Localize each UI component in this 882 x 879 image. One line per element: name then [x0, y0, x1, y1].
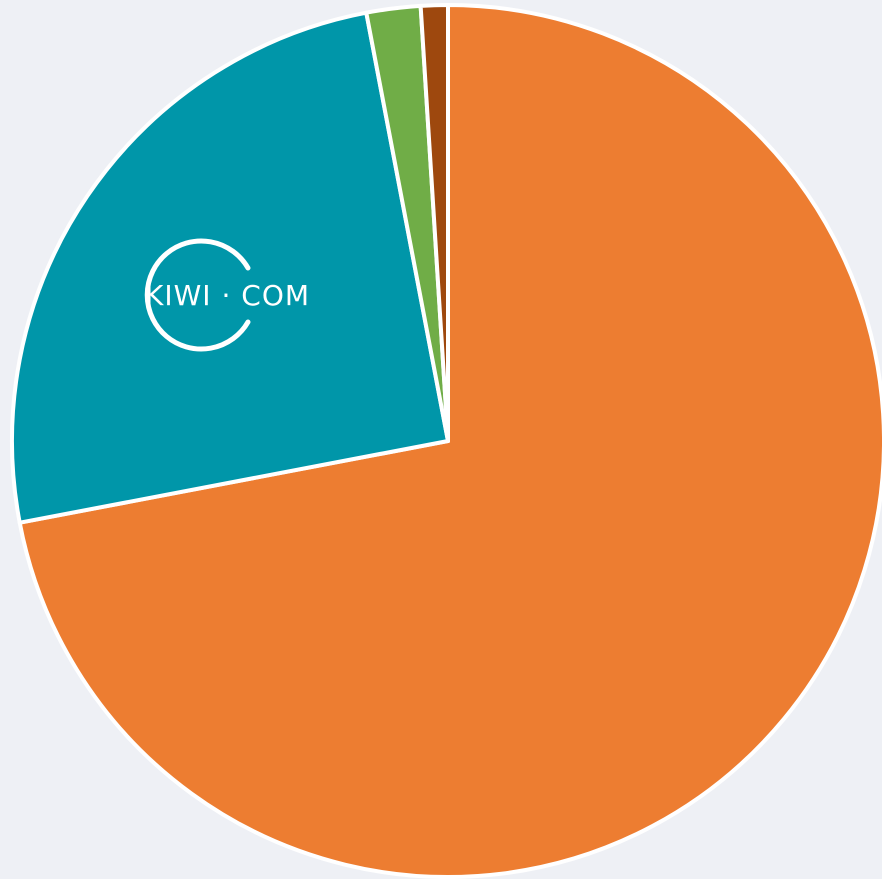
- pie: [10, 3, 882, 879]
- pie-slice: [10, 10, 450, 525]
- logo-ring: [144, 238, 251, 352]
- pie-slice: [418, 3, 450, 443]
- logo-text: KIWI · COM: [145, 279, 310, 312]
- logo: KIWI · COM: [144, 238, 310, 352]
- pie-slice: [17, 3, 882, 879]
